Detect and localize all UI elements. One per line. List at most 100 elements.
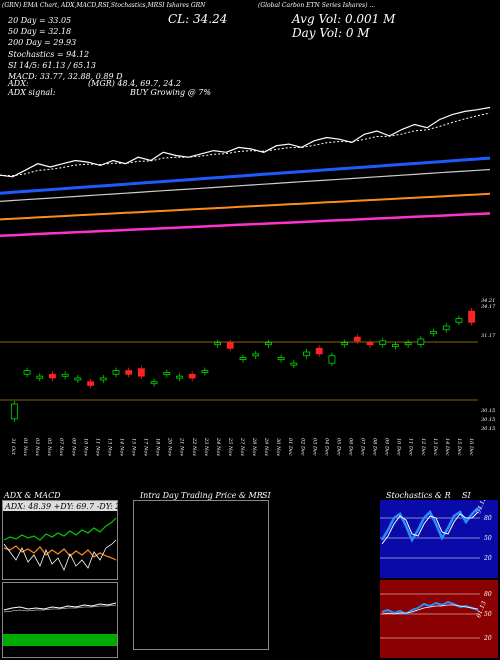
ema-long-line [0, 212, 491, 237]
candle-body [341, 342, 349, 346]
rsi-panel: 80 50 20 61.13 [380, 580, 498, 658]
x-tick-label: 29 Nov [263, 437, 269, 456]
adx-frame [2, 500, 118, 580]
candle-body [252, 353, 260, 357]
candle-body [404, 342, 412, 346]
candle-body [328, 355, 336, 364]
candle-body [87, 381, 94, 386]
rsi-tick-20: 20 [483, 635, 492, 642]
candle-body [290, 362, 298, 366]
x-tick-label: 27 Nov [239, 437, 245, 456]
x-tick-label: 13 Nov [106, 438, 112, 456]
adx-macd-title: ADX & MACD [4, 491, 61, 500]
x-tick-label: 24 Nov [215, 437, 221, 456]
price-line [0, 106, 491, 178]
stochastics-panel: 80 50 20 94.12 [380, 500, 498, 578]
stoch-tick-20: 20 [483, 555, 492, 562]
x-tick-label: 14 Dec [444, 438, 450, 456]
y-tick-label: 30.15 [481, 417, 495, 423]
x-tick-label: 06 Dec [347, 438, 353, 456]
stoch-tick-50: 50 [484, 535, 492, 542]
x-tick-label: 03 Nov [34, 438, 40, 456]
ema50-value: 50 Day = 32.18 [8, 27, 72, 36]
intraday-si: SI [262, 491, 271, 500]
x-tick-label: 17 Nov [143, 438, 149, 456]
x-tick-label: 01 Nov [22, 438, 28, 456]
candle-body [61, 373, 69, 377]
ema100-line [0, 168, 491, 202]
x-tick-label: 15 Dec [456, 438, 462, 456]
ticker-header: (GRN) EMA Chart, ADX,MACD,RSI,Stochastic… [2, 2, 206, 9]
candle-body [23, 370, 31, 375]
x-tick-label: 20 Nov [167, 437, 173, 456]
macd-signal [3, 604, 117, 613]
x-tick-label: 01 Dec [287, 438, 293, 456]
company-name: (Global Carbon ETN Series Ishares) ... [258, 2, 376, 9]
candle-body [176, 375, 183, 379]
x-tick-label: 05 Dec [335, 438, 341, 456]
x-tick-label: 05 Nov [46, 438, 52, 456]
candle-body [163, 372, 171, 375]
x-tick-label: 02 Dec [299, 438, 305, 456]
candle-body [112, 370, 120, 375]
stochastics-value: Stochastics = 94.12 [8, 50, 90, 59]
rsi-tick-50: 50 [484, 611, 492, 618]
candle-body [430, 331, 437, 334]
ema200-value: 200 Day = 29.93 [8, 38, 77, 47]
adx-label: ADX: [8, 79, 29, 88]
candle-body [188, 373, 196, 379]
x-tick-label: 09 Dec [384, 438, 390, 456]
intraday-title: Intra Day Trading Price & MR [140, 491, 263, 500]
x-tick-label: 16 Dec [468, 438, 474, 456]
stoch-si: SI [462, 491, 471, 500]
close-price: CL: 34.24 [168, 12, 228, 26]
x-tick-label: 07 Dec [360, 438, 366, 456]
candle-body [353, 336, 361, 342]
x-tick-label: 03 Dec [311, 438, 317, 456]
ema20-value: 20 Day = 33.05 [8, 16, 72, 25]
day-volume: Day Vol: 0 M [292, 26, 370, 40]
stoch-tick-80: 80 [484, 515, 492, 522]
adx-readout: ADX: 48.39 +DY: 69.7 -DY: 24.24 [4, 502, 118, 511]
y-tick-label: 34.21 [481, 298, 495, 304]
adx-header-bar [3, 501, 117, 511]
avg-volume: Avg Vol: 0.001 M [292, 12, 396, 26]
x-tick-label: 08 Dec [372, 438, 378, 456]
x-tick-label: 10 Nov [82, 438, 88, 456]
candle-body [214, 342, 221, 346]
adx-panel: ADX: 48.39 +DY: 69.7 -DY: 24.24 [2, 500, 118, 580]
candle-body [468, 310, 476, 323]
intraday-frame [133, 500, 269, 650]
candle-body [417, 338, 425, 345]
adx-signal-label: ADX signal: [8, 88, 56, 97]
macd-histogram [3, 634, 117, 646]
si-value: SI 14/5: 61.13 / 65.13 [8, 61, 96, 70]
macd-frame [2, 582, 118, 658]
stoch-d-line [381, 511, 479, 545]
x-tick-label: 14 Nov [118, 438, 124, 456]
y-tick-label: 30.15 [481, 426, 495, 432]
ema200-line [0, 192, 491, 221]
x-tick-label: 30 Nov [275, 438, 281, 456]
candle-body [442, 325, 450, 331]
candle-body [366, 342, 374, 346]
ema20-line [0, 112, 491, 177]
ema-chart [0, 106, 491, 237]
candle-body [74, 377, 82, 381]
candle-body [303, 351, 310, 357]
candle-body [125, 370, 133, 375]
candle-body [265, 342, 272, 346]
x-tick-label: 23 Nov [203, 437, 209, 456]
candle-body [392, 344, 399, 347]
candle-body [315, 347, 323, 355]
rsi-signal-line [381, 604, 479, 615]
candle-body [226, 342, 234, 349]
candle-body [379, 340, 387, 345]
macd-panel [2, 582, 118, 658]
x-tick-label: 11 Nov [94, 438, 100, 456]
candle-body [36, 375, 44, 379]
x-tick-label: 07 Nov [58, 438, 64, 456]
macd-value: MACD: 33.77, 32.88, 0.89 D [8, 72, 123, 81]
buy-growing-text: BUY Growing @ 7% [130, 88, 211, 97]
x-tick-label: 28 Nov [251, 437, 257, 456]
